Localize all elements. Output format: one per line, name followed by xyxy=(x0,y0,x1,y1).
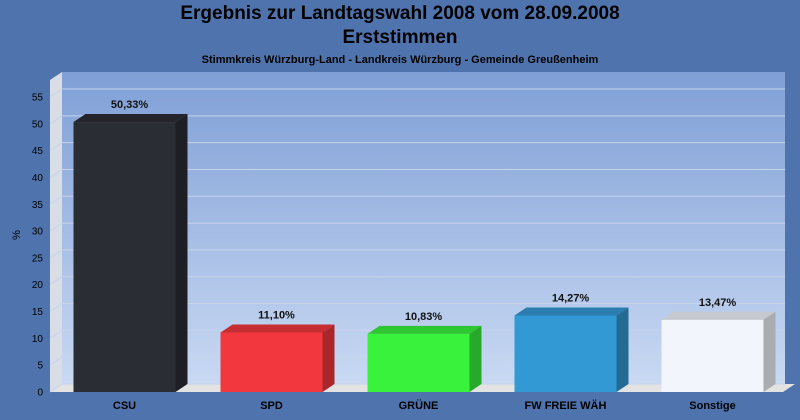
y-tick-label: 20 xyxy=(32,280,44,291)
y-tick-label: 10 xyxy=(32,334,44,345)
y-tick-label: 45 xyxy=(32,146,44,157)
chart-subtitle-1: Erststimmen xyxy=(342,27,458,48)
bar-value-label: 14,27% xyxy=(552,292,590,304)
y-tick-label: 55 xyxy=(32,93,44,104)
y-tick-label: 25 xyxy=(32,253,44,264)
bar-front xyxy=(73,122,176,392)
y-tick-label: 35 xyxy=(32,200,44,211)
gridline xyxy=(49,88,785,98)
gridline xyxy=(49,115,785,125)
y-tick-label: 50 xyxy=(32,119,44,130)
bar-side xyxy=(469,325,482,392)
chart-subtitle-2: Stimmkreis Würzburg-Land - Landkreis Wür… xyxy=(201,54,599,66)
bar-top xyxy=(661,311,776,320)
gridline xyxy=(49,168,785,178)
y-tick-label: 0 xyxy=(37,388,43,399)
bar-front xyxy=(661,319,764,392)
y-tick-label: 40 xyxy=(32,173,44,184)
bar-csu xyxy=(73,114,188,392)
bar-top xyxy=(220,324,335,333)
bar-value-label: 10,83% xyxy=(405,311,443,323)
gridline xyxy=(49,195,785,205)
gridline xyxy=(49,222,785,232)
gridline xyxy=(49,276,785,286)
bar-gr-ne xyxy=(367,325,482,392)
bar-sonstige xyxy=(661,311,776,392)
bar-top xyxy=(367,325,482,334)
bar-value-label: 13,47% xyxy=(699,297,737,309)
bar-top xyxy=(514,307,629,316)
bar-front xyxy=(220,332,323,392)
bar-front xyxy=(367,333,470,392)
x-tick-label: Sonstige xyxy=(689,400,735,412)
bar-side xyxy=(175,114,188,392)
bar-value-label: 11,10% xyxy=(258,309,295,321)
gridline xyxy=(49,303,785,312)
y-tick-label: 30 xyxy=(32,227,44,238)
bar-fw-freie-w-h xyxy=(514,307,629,392)
chart-title: Ergebnis zur Landtagswahl 2008 vom 28.09… xyxy=(180,3,620,24)
x-tick-label: GRÜNE xyxy=(399,399,439,412)
x-tick-label: SPD xyxy=(260,400,283,412)
bar-side xyxy=(322,324,335,392)
y-tick-label: 15 xyxy=(32,307,44,318)
plot-left-wall xyxy=(50,72,62,392)
x-tick-label: FW FREIE WÄH xyxy=(525,399,607,412)
gridline xyxy=(49,142,785,152)
bar-side xyxy=(763,311,776,392)
y-tick-label: 5 xyxy=(37,361,43,372)
bar-front xyxy=(514,315,617,392)
bar-value-label: 50,33% xyxy=(111,99,149,111)
gridline xyxy=(49,249,785,259)
bar-spd xyxy=(220,324,335,392)
bar-side xyxy=(616,307,629,392)
x-tick-label: CSU xyxy=(113,400,136,412)
y-axis-label: % xyxy=(11,230,23,240)
bar-top xyxy=(73,114,188,123)
